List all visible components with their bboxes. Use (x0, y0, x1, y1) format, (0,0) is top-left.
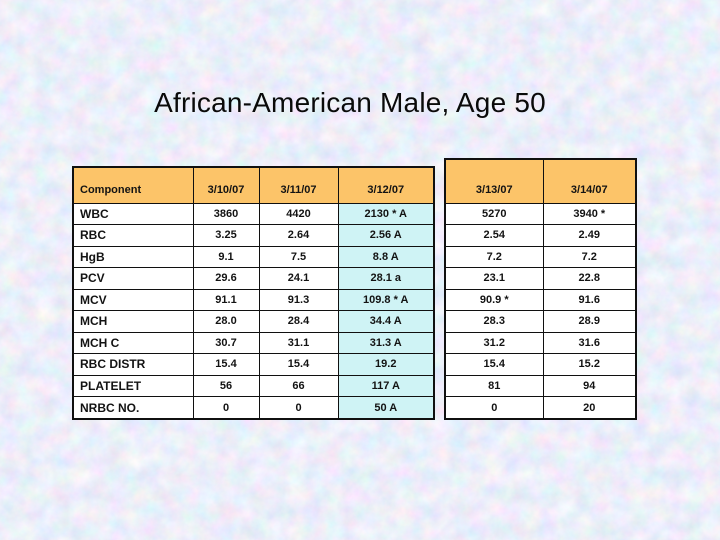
value-cell: 34.4 A (337, 310, 435, 333)
value-cell: 15.2 (542, 353, 637, 376)
value-cell: 81 (444, 374, 544, 398)
value-cell: 3.25 (192, 224, 260, 247)
value-cell: 0 (258, 396, 339, 420)
table-row: 7.2 7.2 (444, 245, 637, 269)
table-row: PLATELET 56 66 117 A (72, 374, 435, 398)
value-cell: 2.54 (444, 224, 544, 247)
table-row: 90.9 * 91.6 (444, 288, 637, 312)
value-cell: 23.1 (444, 267, 544, 290)
value-cell: 3940 * (542, 202, 637, 226)
table-row: 81 94 (444, 374, 637, 398)
value-cell: 117 A (337, 374, 435, 398)
component-cell: MCV (72, 288, 194, 312)
slide-title: African-American Male, Age 50 (154, 87, 546, 118)
component-cell: RBC (72, 224, 194, 247)
column-header-component: Component (72, 166, 194, 204)
lab-table-left: Component 3/10/07 3/11/07 3/12/07 WBC 3860 442… (72, 166, 435, 420)
header-row: Component 3/10/07 3/11/07 3/12/07 (72, 166, 435, 204)
value-cell: 2130 * A (337, 202, 435, 226)
value-cell: 8.8 A (337, 245, 435, 269)
value-cell: 0 (444, 396, 544, 420)
value-cell: 24.1 (258, 267, 339, 290)
value-cell: 4420 (258, 202, 339, 226)
table-row: RBC DISTR 15.4 15.4 19.2 (72, 353, 435, 376)
table-row: MCV 91.1 91.3 109.8 * A (72, 288, 435, 312)
value-cell: 94 (542, 374, 637, 398)
value-cell: 91.3 (258, 288, 339, 312)
value-cell: 19.2 (337, 353, 435, 376)
value-cell: 5270 (444, 202, 544, 226)
value-cell: 28.9 (542, 310, 637, 333)
value-cell: 22.8 (542, 267, 637, 290)
value-cell: 109.8 * A (337, 288, 435, 312)
component-cell: PLATELET (72, 374, 194, 398)
value-cell: 31.3 A (337, 331, 435, 355)
table-row: WBC 3860 4420 2130 * A (72, 202, 435, 226)
value-cell: 2.49 (542, 224, 637, 247)
value-cell: 66 (258, 374, 339, 398)
component-cell: MCH (72, 310, 194, 333)
table-row: 28.3 28.9 (444, 310, 637, 333)
value-cell: 7.2 (444, 245, 544, 269)
value-cell: 31.2 (444, 331, 544, 355)
value-cell: 2.56 A (337, 224, 435, 247)
value-cell: 91.1 (192, 288, 260, 312)
table-row: NRBC NO. 0 0 50 A (72, 396, 435, 420)
component-cell: PCV (72, 267, 194, 290)
component-cell: NRBC NO. (72, 396, 194, 420)
column-header-3-13-07: 3/13/07 (444, 158, 544, 204)
value-cell: 28.0 (192, 310, 260, 333)
table-row: MCH 28.0 28.4 34.4 A (72, 310, 435, 333)
value-cell: 7.5 (258, 245, 339, 269)
table-row: 0 20 (444, 396, 637, 420)
value-cell: 90.9 * (444, 288, 544, 312)
value-cell: 20 (542, 396, 637, 420)
value-cell: 28.4 (258, 310, 339, 333)
value-cell: 9.1 (192, 245, 260, 269)
value-cell: 15.4 (444, 353, 544, 376)
component-cell: WBC (72, 202, 194, 226)
value-cell: 15.4 (192, 353, 260, 376)
table-row: HgB 9.1 7.5 8.8 A (72, 245, 435, 269)
value-cell: 28.1 a (337, 267, 435, 290)
value-cell: 3860 (192, 202, 260, 226)
table-row: RBC 3.25 2.64 2.56 A (72, 224, 435, 247)
lab-table-right: 3/13/07 3/14/07 5270 3940 * 2.54 2.49 7.2 7.2 23… (444, 158, 637, 420)
value-cell: 50 A (337, 396, 435, 420)
value-cell: 31.1 (258, 331, 339, 355)
header-row: 3/13/07 3/14/07 (444, 158, 637, 204)
value-cell: 28.3 (444, 310, 544, 333)
component-cell: RBC DISTR (72, 353, 194, 376)
column-header-3-11-07: 3/11/07 (258, 166, 339, 204)
column-header-3-12-07: 3/12/07 (337, 166, 435, 204)
value-cell: 29.6 (192, 267, 260, 290)
column-header-3-10-07: 3/10/07 (192, 166, 260, 204)
table-row: 5270 3940 * (444, 202, 637, 226)
component-cell: HgB (72, 245, 194, 269)
value-cell: 15.4 (258, 353, 339, 376)
value-cell: 2.64 (258, 224, 339, 247)
table-row: 15.4 15.2 (444, 353, 637, 376)
value-cell: 0 (192, 396, 260, 420)
table-row: 2.54 2.49 (444, 224, 637, 247)
value-cell: 31.6 (542, 331, 637, 355)
component-cell: MCH C (72, 331, 194, 355)
value-cell: 91.6 (542, 288, 637, 312)
value-cell: 7.2 (542, 245, 637, 269)
table-row: PCV 29.6 24.1 28.1 a (72, 267, 435, 290)
table-row: 31.2 31.6 (444, 331, 637, 355)
value-cell: 56 (192, 374, 260, 398)
table-row: 23.1 22.8 (444, 267, 637, 290)
value-cell: 30.7 (192, 331, 260, 355)
column-header-3-14-07: 3/14/07 (542, 158, 637, 204)
table-row: MCH C 30.7 31.1 31.3 A (72, 331, 435, 355)
